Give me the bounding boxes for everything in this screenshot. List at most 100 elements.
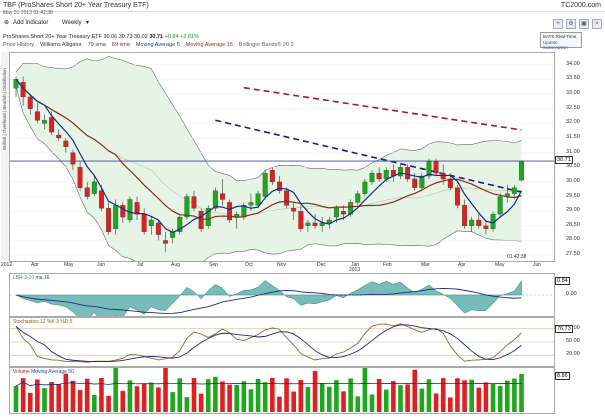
- volume-bar: [113, 366, 118, 412]
- add-indicator-button[interactable]: Add Indicator: [13, 20, 49, 26]
- stoch-tick-label: 20.00: [566, 351, 580, 358]
- month-label: Apr: [31, 262, 39, 268]
- ma15-line: [15, 78, 522, 220]
- volume-bar: [412, 369, 418, 412]
- volume-bar: [341, 391, 346, 412]
- plus-icon[interactable]: +: [553, 19, 563, 29]
- legend-item: 79 sma: [87, 42, 106, 48]
- settings-icon[interactable]: ⚙: [566, 19, 576, 29]
- volume-label: Volume Moving Average 50: [13, 369, 74, 375]
- candle-body: [120, 205, 126, 218]
- candle-body: [369, 172, 375, 183]
- lbr-name: LBR 3-10: [13, 275, 35, 281]
- month-label: Sep: [209, 262, 218, 268]
- volume-bar: [334, 380, 339, 412]
- realtime-badge[interactable]: BATS Real-Time Update Subscription: [540, 32, 582, 50]
- stoch-tick-label: 50.00: [566, 338, 580, 344]
- volume-bar: [20, 378, 26, 412]
- add-indicator-icon[interactable]: ⊕: [4, 20, 10, 26]
- price-tick-label: 28.50: [566, 221, 580, 228]
- candle-body: [291, 208, 297, 212]
- stoch-tick-label: 80.00: [566, 324, 580, 331]
- candle-body: [127, 199, 133, 221]
- volume-bar: [284, 378, 289, 412]
- volume-bar: [519, 374, 524, 412]
- volume-bar: [398, 385, 403, 412]
- stochastics-chart[interactable]: [10, 318, 554, 366]
- lbr-area: [15, 280, 522, 329]
- month-label: Aug: [171, 262, 180, 268]
- volume-bar: [419, 388, 425, 412]
- legend-item: 89 xma: [111, 42, 130, 48]
- time-axis: Apr May Jun Jul Aug Sep Oct Nov Dec Jan Feb Mar Apr M…: [1, 254, 553, 273]
- volume-chart[interactable]: [10, 366, 554, 413]
- price-tick-label: 33.00: [566, 90, 580, 96]
- volume-ma-line: [15, 381, 522, 387]
- badge-line-2[interactable]: Update Subscription: [543, 40, 568, 50]
- candle-body: [483, 225, 489, 229]
- candle-body: [454, 187, 460, 206]
- volume-bar: [170, 392, 175, 412]
- candle-body: [42, 120, 47, 124]
- volume-bar: [148, 382, 154, 412]
- volume-bar: [391, 381, 396, 412]
- lock-icon[interactable]: ▣: [579, 19, 589, 29]
- candle-body: [106, 208, 112, 232]
- candle-body: [155, 222, 161, 235]
- volume-bar: [35, 379, 40, 412]
- volume-bar: [120, 390, 126, 412]
- volume-bar: [141, 383, 147, 412]
- quote-open: 30.06: [103, 34, 118, 40]
- volume-bar: [497, 386, 503, 412]
- volume-bar: [255, 379, 261, 412]
- main-chart-panel[interactable]: [9, 52, 555, 279]
- period-select[interactable]: Weekly: [62, 20, 82, 26]
- chevron-down-icon[interactable]: ▾: [86, 20, 90, 26]
- candle-body: [405, 167, 411, 180]
- candle-body: [77, 167, 83, 188]
- candle-body: [198, 211, 204, 229]
- price-chart[interactable]: [10, 53, 554, 279]
- volume-name: Volume: [13, 369, 30, 375]
- candle-body: [269, 170, 275, 183]
- candle-body: [284, 190, 290, 206]
- lbr-panel[interactable]: LBR 3-10 ma 16: [9, 273, 555, 329]
- stochastics-label: Stochastics 12 %K 3 %D 5: [13, 319, 73, 325]
- candle-body: [305, 222, 311, 226]
- volume-bar: [319, 383, 325, 412]
- lbr-chart[interactable]: [10, 274, 554, 329]
- candle-body: [462, 205, 468, 226]
- ma5-line: [15, 78, 523, 233]
- volume-bar: [234, 385, 240, 412]
- volume-bar: [241, 381, 247, 412]
- volume-bar: [355, 396, 361, 412]
- volume-bar: [184, 397, 190, 412]
- volume-bar: [433, 393, 439, 412]
- candle-body: [333, 208, 339, 218]
- volume-bar: [227, 384, 232, 412]
- volume-panel[interactable]: Volume Moving Average 50: [9, 366, 555, 414]
- volume-bar: [56, 384, 62, 412]
- price-tick-label: 31.50: [566, 133, 580, 140]
- candle-body: [276, 181, 282, 191]
- volume-bar: [348, 378, 353, 412]
- volume-bar: [42, 388, 47, 412]
- volume-bar: [462, 380, 467, 412]
- candle-body: [469, 219, 475, 226]
- indicator-legend: Price History Williams Alligator 79 sma 89 …: [3, 42, 300, 48]
- volume-value-box: 8.86: [555, 372, 570, 380]
- stochastics-panel[interactable]: Stochastics 12 %K 3 %D 5: [9, 317, 555, 367]
- candle-body: [113, 205, 119, 229]
- volume-bar: [63, 373, 69, 412]
- volume-bar: [426, 379, 432, 412]
- close-icon[interactable]: ×: [592, 19, 602, 29]
- volume-bar: [383, 389, 389, 412]
- candle-body: [447, 178, 453, 188]
- volume-bar: [305, 386, 311, 412]
- candle-body: [141, 213, 147, 232]
- candle-body: [241, 205, 247, 218]
- lbr-sub: ma 16: [35, 275, 50, 281]
- price-tick-label: 27.50: [566, 251, 580, 258]
- month-label: Nov: [277, 262, 286, 268]
- month-label: Mar: [421, 262, 430, 268]
